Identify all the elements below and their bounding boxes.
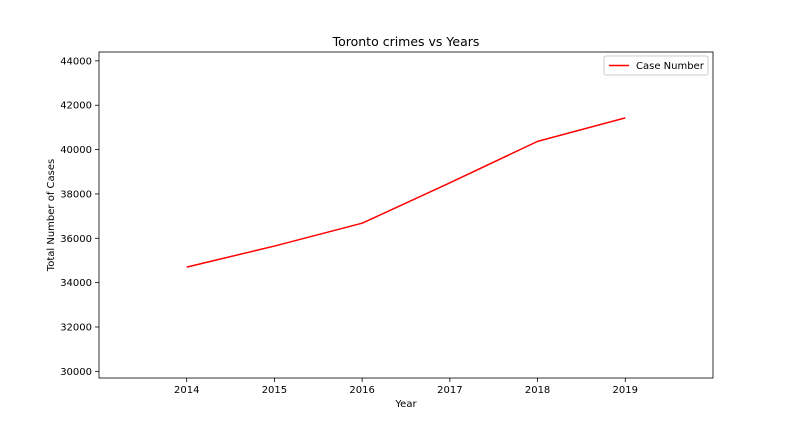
legend-box (603, 55, 709, 76)
x-axis-label: Year (394, 399, 417, 410)
y-tick-label: 36000 (60, 234, 92, 245)
x-tick-label: 2019 (613, 385, 638, 396)
y-tick-label: 32000 (60, 322, 92, 333)
x-tick-label: 2015 (262, 385, 287, 396)
x-tick-label: 2016 (349, 385, 374, 396)
axes-frame (98, 51, 714, 379)
legend: Case Number (603, 55, 709, 76)
chart-title: Toronto crimes vs Years (332, 34, 480, 49)
x-tick-label: 2018 (525, 385, 550, 396)
y-tick-label: 40000 (60, 145, 92, 156)
x-tick-label: 2017 (437, 385, 462, 396)
legend-label: Case Number (636, 61, 705, 72)
y-tick-label: 34000 (60, 278, 92, 289)
plot-area: 2014 2015 2016 2017 2018 2019 30000 32000 34000 3… (60, 51, 714, 396)
y-tick-label: 30000 (60, 367, 92, 378)
y-axis-label: Total Number of Cases (46, 159, 57, 272)
y-tick-label: 44000 (60, 56, 92, 67)
series-line-case-number (186, 117, 626, 268)
y-tick-label: 38000 (60, 189, 92, 200)
x-tick-label: 2014 (174, 385, 199, 396)
y-tick-label: 42000 (60, 101, 92, 112)
